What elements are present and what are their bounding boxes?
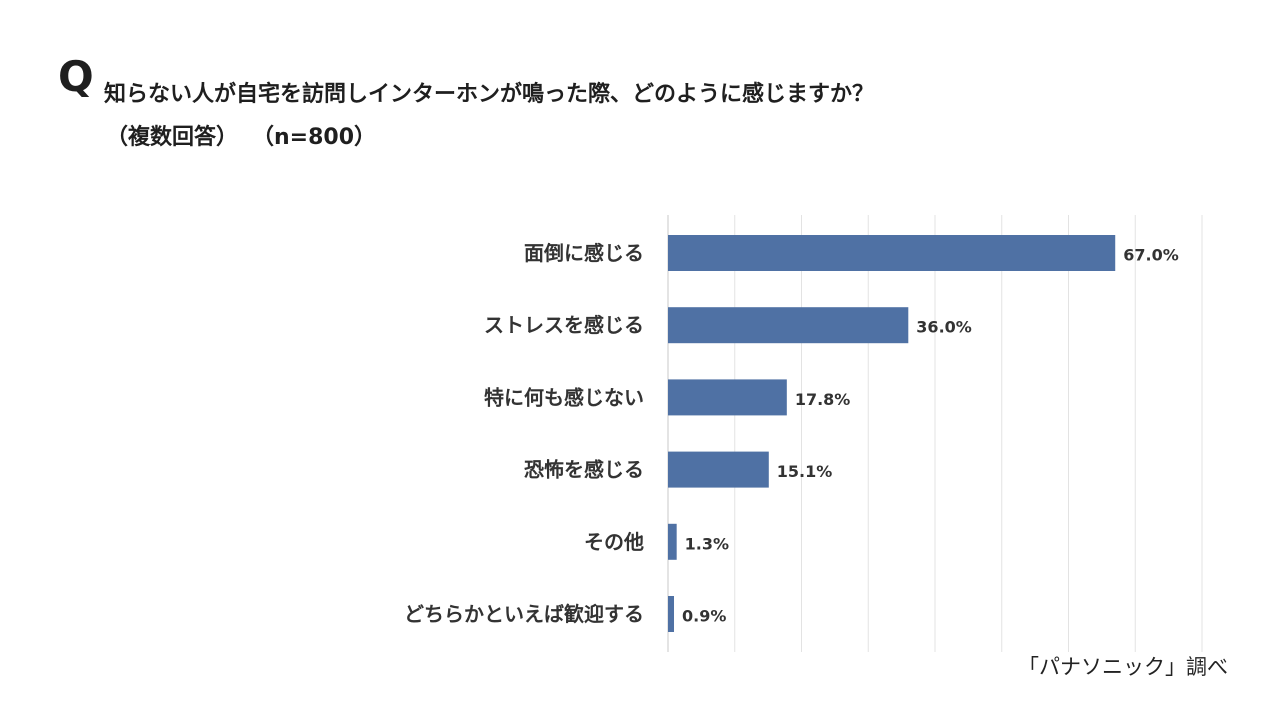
bar — [668, 451, 769, 488]
data-label: 17.8% — [795, 390, 851, 409]
bar — [668, 596, 675, 632]
category-labels: 面倒に感じるストレスを感じる特に何も感じない恐怖を感じるその他どちらかといえば歓… — [404, 241, 644, 626]
category-label: どちらかといえば歓迎する — [404, 602, 644, 626]
data-labels: 67.0% 36.0% 17.8% 15.1% 1.3% 0.9% — [682, 246, 1179, 626]
bar — [668, 307, 909, 344]
bar — [668, 235, 1116, 271]
bar — [668, 379, 787, 416]
category-label: ストレスを感じる — [484, 313, 644, 337]
bars — [668, 235, 1116, 632]
sample-size: （n=800） — [252, 125, 377, 150]
bar — [668, 523, 677, 560]
category-label: その他 — [584, 530, 644, 554]
data-label: 36.0% — [916, 318, 972, 337]
category-label: 特に何も感じない — [484, 385, 644, 409]
question-mark: Q — [58, 52, 94, 101]
category-label: 面倒に感じる — [524, 241, 644, 265]
data-label: 0.9% — [682, 607, 726, 626]
question-text: 知らない人が自宅を訪問しインターホンが鳴った際、どのように感じますか？ — [104, 82, 875, 107]
data-label: 15.1% — [777, 462, 833, 481]
category-label: 恐怖を感じる — [524, 458, 644, 482]
answer-type-note: （複数回答） — [106, 125, 239, 150]
data-label: 1.3% — [685, 534, 729, 553]
source-credit: 「パナソニック」調べ — [1018, 655, 1228, 679]
question-subtext: （複数回答） （n=800） — [106, 119, 376, 151]
gridlines — [667, 215, 1203, 652]
data-label: 67.0% — [1123, 246, 1179, 265]
